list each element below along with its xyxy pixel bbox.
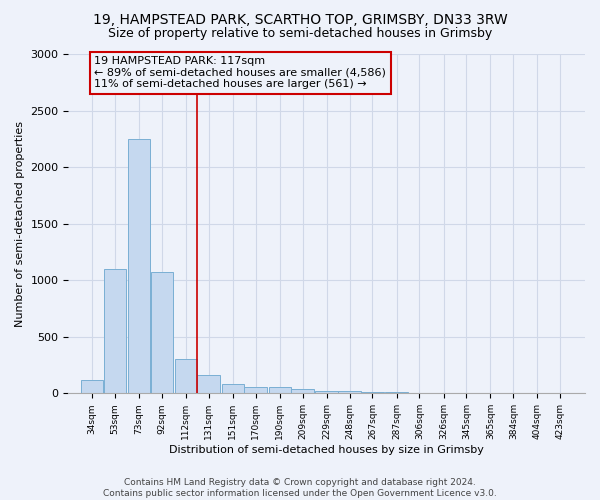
Text: 19, HAMPSTEAD PARK, SCARTHO TOP, GRIMSBY, DN33 3RW: 19, HAMPSTEAD PARK, SCARTHO TOP, GRIMSBY… (92, 12, 508, 26)
Y-axis label: Number of semi-detached properties: Number of semi-detached properties (15, 120, 25, 326)
Bar (432, 393, 455, 394)
Bar (361, 392, 383, 394)
Bar (338, 391, 361, 394)
Bar (151, 272, 173, 394)
Text: 19 HAMPSTEAD PARK: 117sqm
← 89% of semi-detached houses are smaller (4,586)
11% : 19 HAMPSTEAD PARK: 117sqm ← 89% of semi-… (94, 56, 386, 90)
Bar (292, 389, 314, 394)
Bar (175, 359, 197, 394)
Bar (385, 392, 408, 394)
Bar (221, 384, 244, 394)
Bar (316, 390, 338, 394)
Bar (197, 375, 220, 394)
Bar (80, 380, 103, 394)
Bar (128, 139, 150, 394)
X-axis label: Distribution of semi-detached houses by size in Grimsby: Distribution of semi-detached houses by … (169, 445, 484, 455)
Bar (244, 386, 267, 394)
Text: Size of property relative to semi-detached houses in Grimsby: Size of property relative to semi-detach… (108, 28, 492, 40)
Text: Contains HM Land Registry data © Crown copyright and database right 2024.
Contai: Contains HM Land Registry data © Crown c… (103, 478, 497, 498)
Bar (408, 393, 431, 394)
Bar (269, 387, 291, 394)
Bar (104, 269, 126, 394)
